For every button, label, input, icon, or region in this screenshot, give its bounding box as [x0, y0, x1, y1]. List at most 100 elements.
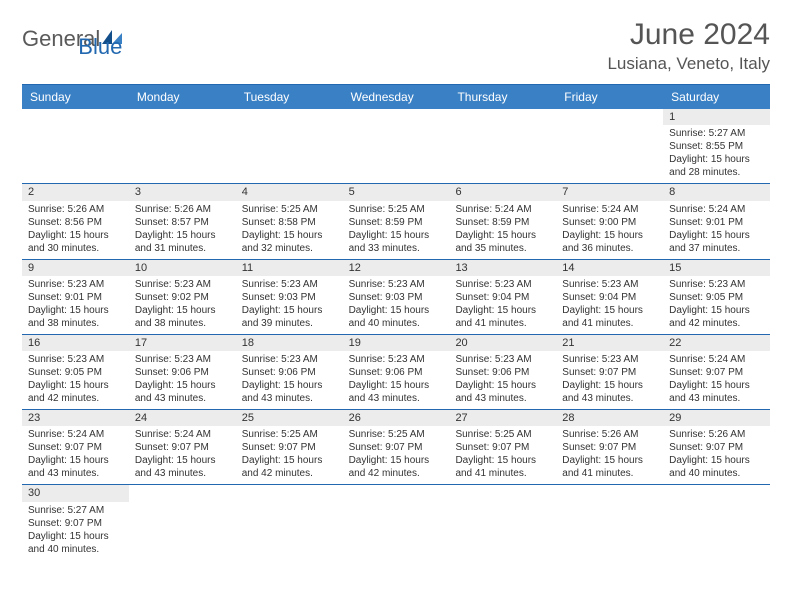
sunrise-text: Sunrise: 5:23 AM	[135, 278, 230, 291]
day-cell	[236, 109, 343, 183]
daylight-text-1: Daylight: 15 hours	[349, 229, 444, 242]
sunrise-text: Sunrise: 5:24 AM	[562, 203, 657, 216]
sunrise-text: Sunrise: 5:23 AM	[455, 278, 550, 291]
day-body: Sunrise: 5:25 AMSunset: 9:07 PMDaylight:…	[449, 426, 556, 484]
day-cell	[129, 485, 236, 559]
sunset-text: Sunset: 9:06 PM	[242, 366, 337, 379]
daylight-text-2: and 40 minutes.	[669, 467, 764, 480]
sunset-text: Sunset: 9:05 PM	[28, 366, 123, 379]
day-cell: 13Sunrise: 5:23 AMSunset: 9:04 PMDayligh…	[449, 260, 556, 334]
daylight-text-1: Daylight: 15 hours	[242, 304, 337, 317]
day-cell: 12Sunrise: 5:23 AMSunset: 9:03 PMDayligh…	[343, 260, 450, 334]
day-body: Sunrise: 5:25 AMSunset: 8:59 PMDaylight:…	[343, 201, 450, 259]
day-cell: 9Sunrise: 5:23 AMSunset: 9:01 PMDaylight…	[22, 260, 129, 334]
day-cell: 30Sunrise: 5:27 AMSunset: 9:07 PMDayligh…	[22, 485, 129, 559]
sunset-text: Sunset: 8:55 PM	[669, 140, 764, 153]
day-header: Wednesday	[343, 85, 450, 109]
day-number: 18	[236, 335, 343, 351]
sunset-text: Sunset: 9:00 PM	[562, 216, 657, 229]
day-number: 27	[449, 410, 556, 426]
daylight-text-1: Daylight: 15 hours	[28, 379, 123, 392]
daylight-text-2: and 43 minutes.	[669, 392, 764, 405]
day-cell: 1Sunrise: 5:27 AMSunset: 8:55 PMDaylight…	[663, 109, 770, 183]
day-cell: 6Sunrise: 5:24 AMSunset: 8:59 PMDaylight…	[449, 184, 556, 258]
day-cell: 29Sunrise: 5:26 AMSunset: 9:07 PMDayligh…	[663, 410, 770, 484]
day-cell: 20Sunrise: 5:23 AMSunset: 9:06 PMDayligh…	[449, 335, 556, 409]
week-row: 30Sunrise: 5:27 AMSunset: 9:07 PMDayligh…	[22, 485, 770, 559]
sunset-text: Sunset: 9:01 PM	[669, 216, 764, 229]
day-number: 20	[449, 335, 556, 351]
daylight-text-2: and 35 minutes.	[455, 242, 550, 255]
day-cell: 27Sunrise: 5:25 AMSunset: 9:07 PMDayligh…	[449, 410, 556, 484]
sunset-text: Sunset: 8:56 PM	[28, 216, 123, 229]
daylight-text-1: Daylight: 15 hours	[28, 229, 123, 242]
sunset-text: Sunset: 9:07 PM	[455, 441, 550, 454]
day-body: Sunrise: 5:23 AMSunset: 9:03 PMDaylight:…	[343, 276, 450, 334]
day-body: Sunrise: 5:26 AMSunset: 9:07 PMDaylight:…	[663, 426, 770, 484]
day-body: Sunrise: 5:23 AMSunset: 9:03 PMDaylight:…	[236, 276, 343, 334]
day-cell: 8Sunrise: 5:24 AMSunset: 9:01 PMDaylight…	[663, 184, 770, 258]
week-row: 16Sunrise: 5:23 AMSunset: 9:05 PMDayligh…	[22, 335, 770, 410]
day-body: Sunrise: 5:24 AMSunset: 9:00 PMDaylight:…	[556, 201, 663, 259]
day-cell: 10Sunrise: 5:23 AMSunset: 9:02 PMDayligh…	[129, 260, 236, 334]
daylight-text-1: Daylight: 15 hours	[242, 379, 337, 392]
daylight-text-2: and 40 minutes.	[349, 317, 444, 330]
day-cell: 28Sunrise: 5:26 AMSunset: 9:07 PMDayligh…	[556, 410, 663, 484]
sunset-text: Sunset: 9:07 PM	[669, 441, 764, 454]
day-cell: 11Sunrise: 5:23 AMSunset: 9:03 PMDayligh…	[236, 260, 343, 334]
daylight-text-1: Daylight: 15 hours	[135, 304, 230, 317]
sunset-text: Sunset: 9:04 PM	[455, 291, 550, 304]
day-number: 15	[663, 260, 770, 276]
sunrise-text: Sunrise: 5:23 AM	[28, 278, 123, 291]
sunset-text: Sunset: 8:59 PM	[349, 216, 444, 229]
sunrise-text: Sunrise: 5:26 AM	[669, 428, 764, 441]
daylight-text-2: and 41 minutes.	[455, 467, 550, 480]
sunrise-text: Sunrise: 5:23 AM	[669, 278, 764, 291]
daylight-text-2: and 43 minutes.	[28, 467, 123, 480]
sunrise-text: Sunrise: 5:24 AM	[455, 203, 550, 216]
day-header: Sunday	[22, 85, 129, 109]
day-body: Sunrise: 5:24 AMSunset: 9:07 PMDaylight:…	[663, 351, 770, 409]
sunrise-text: Sunrise: 5:27 AM	[28, 504, 123, 517]
page: General Blue June 2024 Lusiana, Veneto, …	[0, 0, 792, 578]
sunrise-text: Sunrise: 5:25 AM	[349, 428, 444, 441]
daylight-text-2: and 42 minutes.	[669, 317, 764, 330]
day-cell: 3Sunrise: 5:26 AMSunset: 8:57 PMDaylight…	[129, 184, 236, 258]
day-header: Monday	[129, 85, 236, 109]
day-cell: 2Sunrise: 5:26 AMSunset: 8:56 PMDaylight…	[22, 184, 129, 258]
daylight-text-2: and 39 minutes.	[242, 317, 337, 330]
daylight-text-1: Daylight: 15 hours	[28, 530, 123, 543]
day-number: 1	[663, 109, 770, 125]
day-cell	[449, 485, 556, 559]
daylight-text-1: Daylight: 15 hours	[669, 153, 764, 166]
day-body: Sunrise: 5:23 AMSunset: 9:06 PMDaylight:…	[236, 351, 343, 409]
daylight-text-2: and 30 minutes.	[28, 242, 123, 255]
day-body: Sunrise: 5:24 AMSunset: 9:07 PMDaylight:…	[22, 426, 129, 484]
sunset-text: Sunset: 9:04 PM	[562, 291, 657, 304]
week-row: 23Sunrise: 5:24 AMSunset: 9:07 PMDayligh…	[22, 410, 770, 485]
day-number: 26	[343, 410, 450, 426]
sunset-text: Sunset: 9:07 PM	[669, 366, 764, 379]
daylight-text-2: and 43 minutes.	[135, 467, 230, 480]
daylight-text-2: and 43 minutes.	[135, 392, 230, 405]
sunrise-text: Sunrise: 5:23 AM	[455, 353, 550, 366]
sunrise-text: Sunrise: 5:23 AM	[562, 278, 657, 291]
sunrise-text: Sunrise: 5:23 AM	[242, 278, 337, 291]
logo-blue: Blue	[78, 34, 122, 59]
day-cell: 4Sunrise: 5:25 AMSunset: 8:58 PMDaylight…	[236, 184, 343, 258]
day-cell: 7Sunrise: 5:24 AMSunset: 9:00 PMDaylight…	[556, 184, 663, 258]
day-header: Friday	[556, 85, 663, 109]
day-number: 30	[22, 485, 129, 501]
day-cell: 15Sunrise: 5:23 AMSunset: 9:05 PMDayligh…	[663, 260, 770, 334]
day-header-row: Sunday Monday Tuesday Wednesday Thursday…	[22, 85, 770, 109]
day-cell: 18Sunrise: 5:23 AMSunset: 9:06 PMDayligh…	[236, 335, 343, 409]
day-number: 8	[663, 184, 770, 200]
day-header: Saturday	[663, 85, 770, 109]
day-number: 28	[556, 410, 663, 426]
day-number: 3	[129, 184, 236, 200]
day-cell: 21Sunrise: 5:23 AMSunset: 9:07 PMDayligh…	[556, 335, 663, 409]
daylight-text-1: Daylight: 15 hours	[669, 304, 764, 317]
daylight-text-1: Daylight: 15 hours	[455, 379, 550, 392]
day-body: Sunrise: 5:23 AMSunset: 9:05 PMDaylight:…	[663, 276, 770, 334]
sunset-text: Sunset: 9:03 PM	[242, 291, 337, 304]
